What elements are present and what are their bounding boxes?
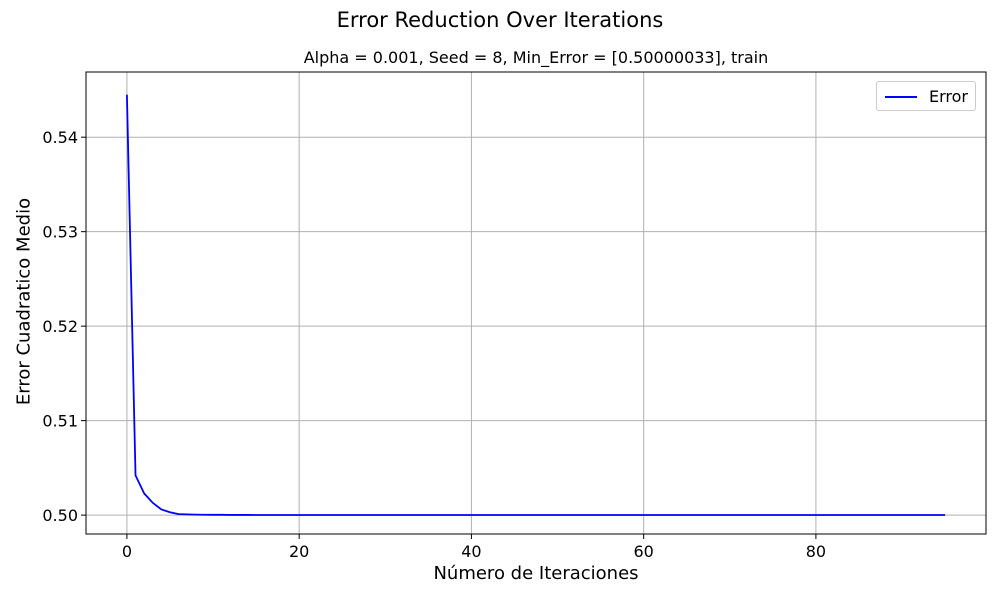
y-tick-label: 0.51	[42, 412, 78, 431]
y-axis-label: Error Cuadratico Medio	[13, 197, 35, 406]
x-axis-label: Número de Iteraciones	[433, 563, 639, 584]
legend-line-swatch	[885, 96, 917, 98]
x-tick-label: 80	[806, 542, 826, 561]
grid-lines	[86, 72, 986, 534]
x-tick-label: 20	[289, 542, 309, 561]
legend-label-error: Error	[929, 87, 968, 106]
series-line-error	[126, 94, 946, 516]
plot-frame	[85, 71, 987, 535]
y-tick-label: 0.50	[42, 506, 78, 525]
axis-ticks: 0 20 40 60 80 0.50 0.51 0.52 0.53 0.54	[42, 128, 826, 561]
x-tick-label: 40	[461, 542, 481, 561]
series-group	[126, 94, 946, 516]
chart-suptitle: Error Reduction Over Iterations	[336, 8, 664, 32]
x-tick-label: 60	[633, 542, 653, 561]
y-tick-label: 0.53	[42, 223, 78, 242]
y-tick-label: 0.54	[42, 128, 78, 147]
y-tick-label: 0.52	[42, 317, 78, 336]
chart-title: Alpha = 0.001, Seed = 8, Min_Error = [0.…	[303, 48, 769, 67]
legend: Error	[876, 81, 976, 111]
x-tick-label: 0	[122, 542, 132, 561]
